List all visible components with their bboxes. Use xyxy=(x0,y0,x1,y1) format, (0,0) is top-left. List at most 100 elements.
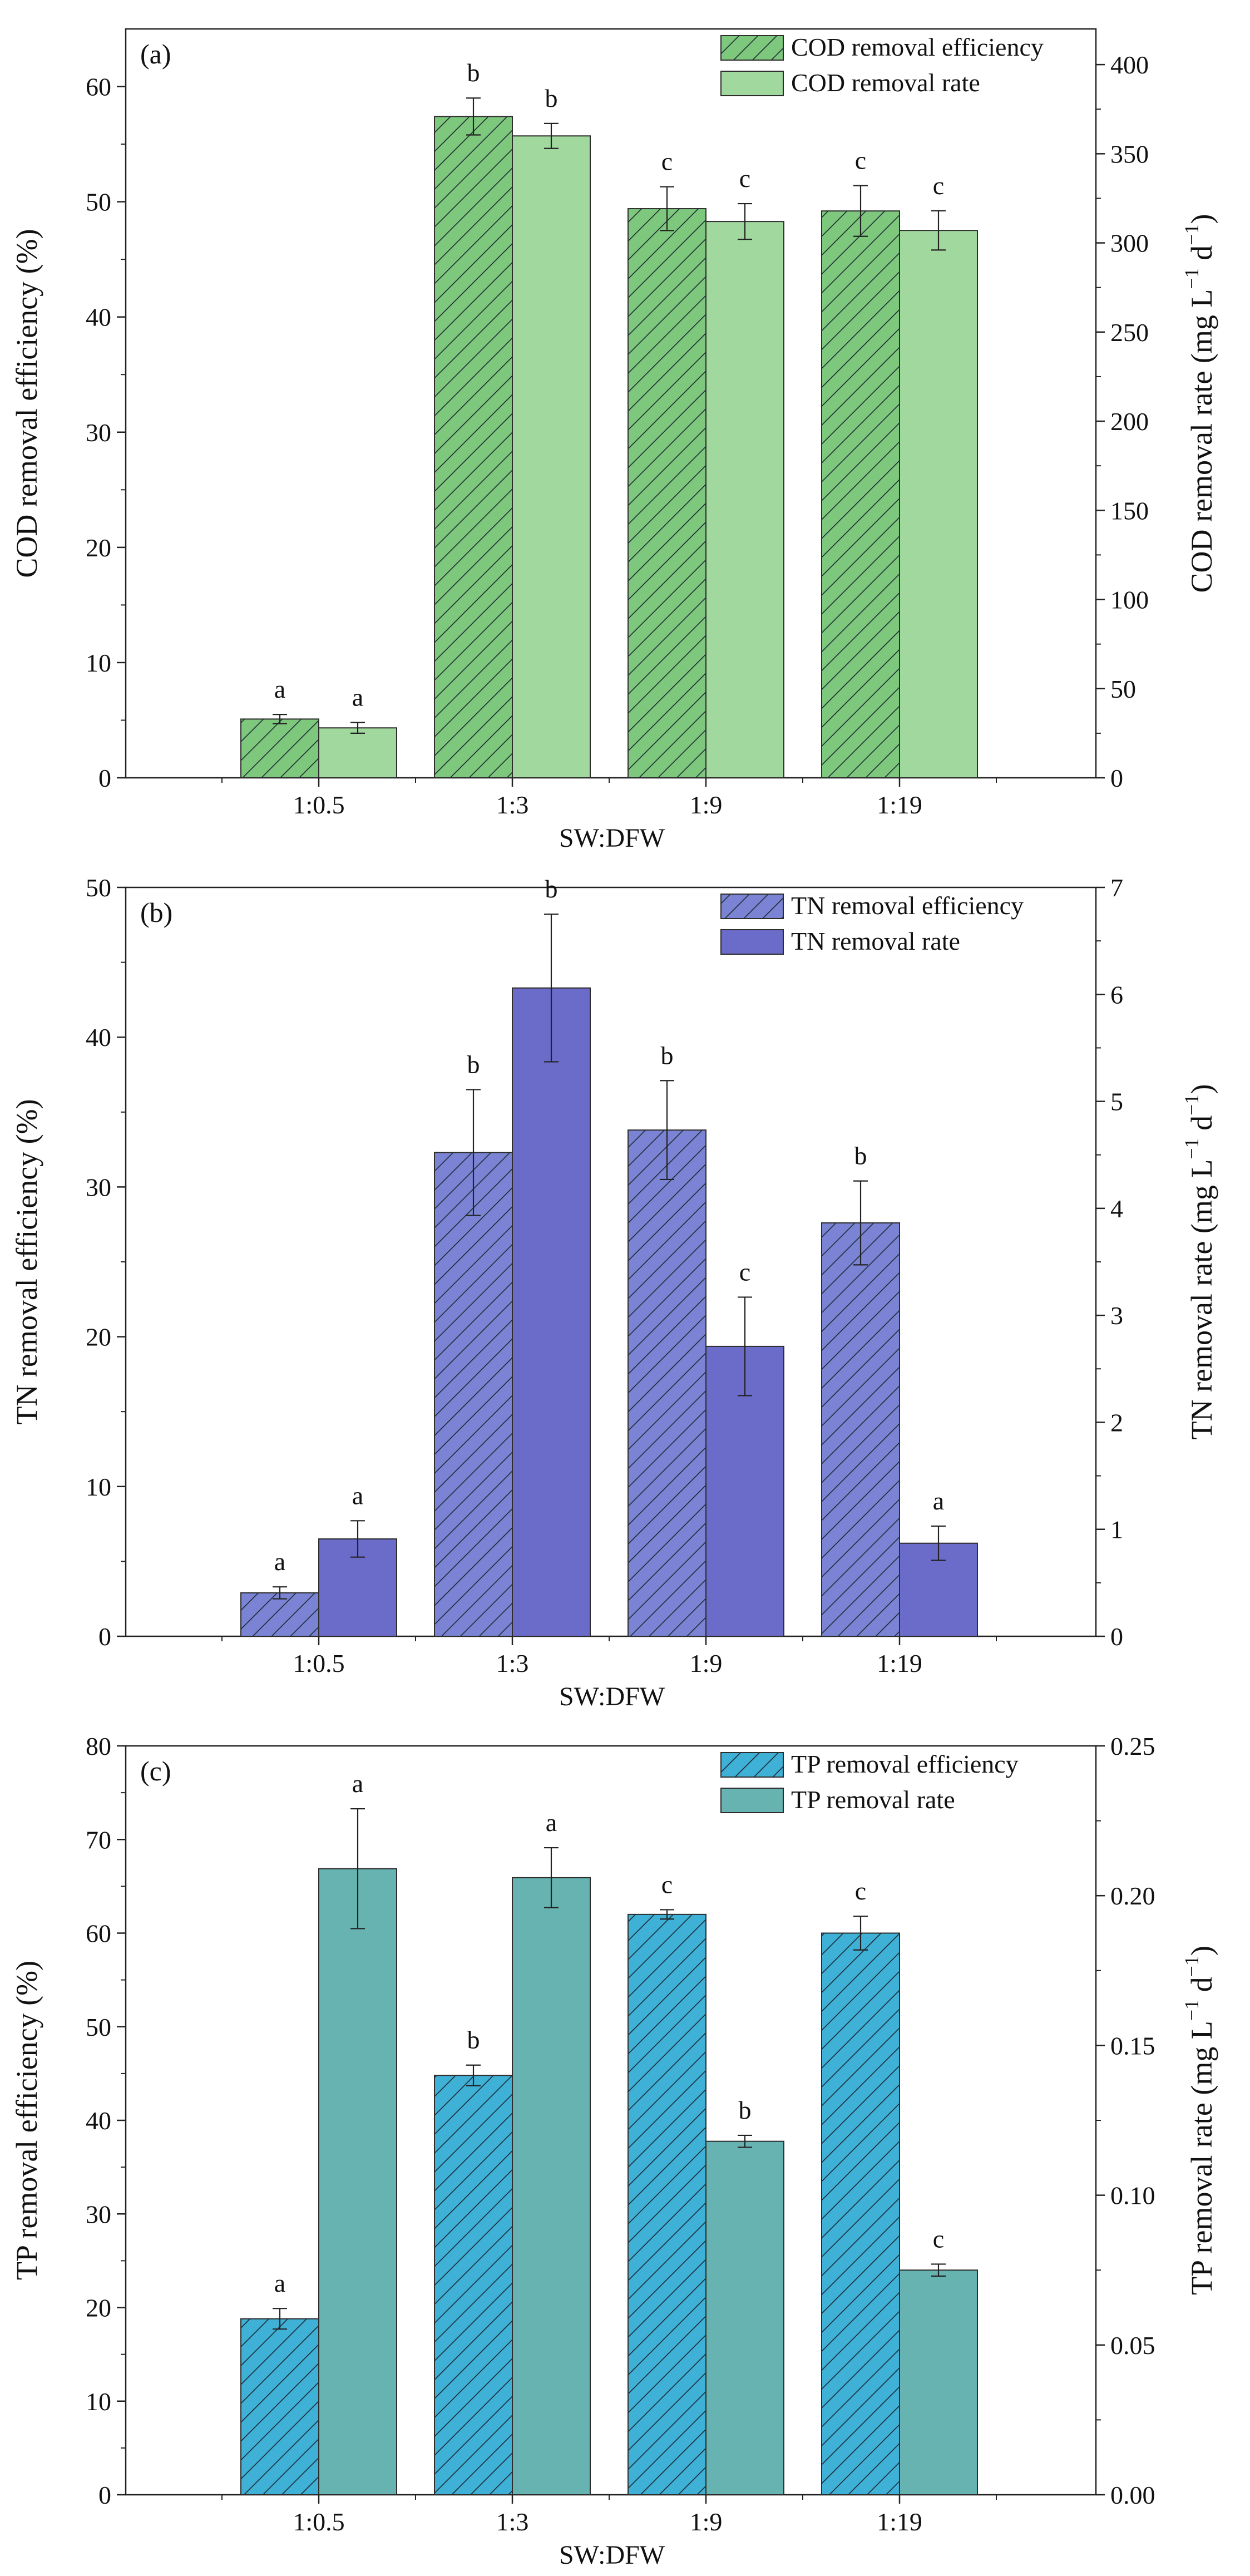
panel-2: 0 10 20 30 40 50 0 1 2 3 4 5 6 7 1:0.5 1:3 1:9 1:19 a b b b a b… xyxy=(10,874,1218,1711)
y-tick-label: 50 xyxy=(86,188,111,216)
legend-label: TP removal efficiency xyxy=(791,1750,1019,1778)
y2-axis-label-sup1: −1 xyxy=(1180,268,1203,289)
x-tick-label: 1:9 xyxy=(690,2508,723,2536)
panel-label: (a) xyxy=(140,38,171,70)
y2-tick-label: 2 xyxy=(1110,1408,1123,1437)
legend-label: TN removal rate xyxy=(791,927,960,955)
y-tick-label: 10 xyxy=(86,1473,111,1501)
significance-letter: b xyxy=(545,875,558,903)
legend-swatch xyxy=(720,1788,784,1813)
x-tick-label: 1:9 xyxy=(690,791,723,819)
y-tick-label: 20 xyxy=(86,1323,111,1351)
y2-tick-label: 200 xyxy=(1110,407,1149,436)
significance-letter: c xyxy=(933,2224,944,2253)
significance-letter: b xyxy=(467,58,480,87)
significance-letter: a xyxy=(274,2269,285,2297)
x-tick-label: 1:0.5 xyxy=(293,791,344,819)
legend-label: TP removal rate xyxy=(791,1785,955,1814)
x-axis-label: SW:DFW xyxy=(559,1682,665,1711)
y2-axis-label-sup2: −1 xyxy=(1180,1094,1203,1116)
y2-axis-label-end: ) xyxy=(1185,1946,1218,1956)
y2-tick-label: 3 xyxy=(1110,1301,1123,1330)
significance-letter: a xyxy=(352,1481,363,1509)
bar-cod-removal-rate xyxy=(899,230,978,778)
y2-tick-label: 0.10 xyxy=(1110,2182,1155,2210)
panel-label: (c) xyxy=(140,1755,171,1787)
legend-label: COD removal efficiency xyxy=(791,33,1044,61)
y2-tick-label: 400 xyxy=(1110,51,1149,79)
significance-letter: a xyxy=(352,683,363,712)
significance-letter: b xyxy=(854,1142,867,1170)
x-tick-label: 1:0.5 xyxy=(293,2508,344,2536)
plot-frame xyxy=(125,886,1097,1637)
bar-cod-removal-efficiency xyxy=(821,210,900,779)
significance-letter: b xyxy=(739,2096,752,2124)
y-tick-label: 10 xyxy=(86,649,111,677)
y-tick-label: 0 xyxy=(98,764,111,792)
significance-letter: b xyxy=(467,1050,480,1078)
x-tick-label: 1:19 xyxy=(877,1649,922,1677)
significance-letter: a xyxy=(933,1487,944,1515)
y2-axis-label: TP removal rate (mg L−1 d−1) xyxy=(1180,1946,1218,2295)
significance-letter: c xyxy=(739,164,750,193)
significance-letter: a xyxy=(274,1547,285,1576)
y2-tick-label: 6 xyxy=(1110,980,1123,1009)
bar-tp-removal-efficiency xyxy=(434,2075,513,2495)
bar-tn-removal-efficiency xyxy=(628,1129,706,1637)
bar-tp-removal-rate xyxy=(512,1877,591,2495)
y2-axis-label-base: TN removal rate (mg L xyxy=(1185,1159,1218,1440)
bar-tp-removal-rate xyxy=(318,1868,397,2495)
y2-axis-label-sup1: −1 xyxy=(1180,2000,1203,2021)
x-axis-label: SW:DFW xyxy=(559,823,665,853)
y2-tick-label: 5 xyxy=(1110,1088,1123,1116)
y2-axis-label-mid: d xyxy=(1185,1977,1218,2000)
y2-tick-label: 0.15 xyxy=(1110,2031,1155,2060)
y-tick-label: 60 xyxy=(86,73,111,101)
y2-axis-label: TN removal rate (mg L−1 d−1) xyxy=(1180,1084,1218,1440)
significance-letter: c xyxy=(855,146,866,175)
x-tick-label: 1:3 xyxy=(496,791,529,819)
significance-letter: a xyxy=(352,1769,363,1798)
y2-axis-label-end: ) xyxy=(1185,214,1218,224)
significance-letter: b xyxy=(467,2026,480,2054)
bar-tn-removal-rate xyxy=(512,987,591,1637)
significance-letter: c xyxy=(739,1257,750,1286)
significance-letter: a xyxy=(274,675,285,703)
y2-tick-label: 7 xyxy=(1110,874,1123,902)
y2-tick-label: 0 xyxy=(1110,1622,1123,1651)
y2-tick-label: 300 xyxy=(1110,229,1149,258)
y-tick-label: 60 xyxy=(86,1919,111,1948)
y-tick-label: 10 xyxy=(86,2387,111,2416)
y-axis-label: TP removal efficiency (%) xyxy=(10,1961,43,2280)
y2-tick-label: 0.20 xyxy=(1110,1882,1155,1910)
significance-letter: a xyxy=(546,1808,557,1837)
y2-tick-label: 0 xyxy=(1110,764,1123,792)
y2-axis-label: COD removal rate (mg L−1 d−1) xyxy=(1180,214,1218,593)
x-tick-label: 1:3 xyxy=(496,2508,529,2536)
bar-tp-removal-rate xyxy=(899,2269,978,2495)
x-tick-label: 1:19 xyxy=(877,791,922,819)
bar-tp-removal-rate xyxy=(705,2140,784,2495)
y-tick-label: 50 xyxy=(86,2013,111,2041)
y2-axis-label-sup1: −1 xyxy=(1180,1138,1203,1159)
x-axis-label: SW:DFW xyxy=(559,2540,665,2570)
y2-tick-label: 350 xyxy=(1110,140,1149,168)
bar-tp-removal-efficiency xyxy=(821,1932,900,2495)
panel-1: 0 10 20 30 40 50 60 0 50 100 150 200 250 300 350 400 1:0… xyxy=(10,28,1218,853)
y-tick-label: 0 xyxy=(98,2481,111,2509)
y-tick-label: 70 xyxy=(86,1825,111,1854)
legend-swatch xyxy=(720,929,784,955)
bar-cod-removal-efficiency xyxy=(240,718,319,778)
y2-tick-label: 150 xyxy=(1110,496,1149,525)
y-tick-label: 40 xyxy=(86,1023,111,1052)
significance-letter: c xyxy=(661,1870,673,1898)
x-tick-label: 1:9 xyxy=(690,1649,723,1677)
y-tick-label: 80 xyxy=(86,1732,111,1760)
legend-swatch xyxy=(720,1752,784,1778)
y2-tick-label: 50 xyxy=(1110,675,1136,703)
y-tick-label: 40 xyxy=(86,2106,111,2135)
significance-letter: c xyxy=(661,147,673,176)
bar-cod-removal-rate xyxy=(705,221,784,779)
significance-letter: c xyxy=(855,1877,866,1905)
